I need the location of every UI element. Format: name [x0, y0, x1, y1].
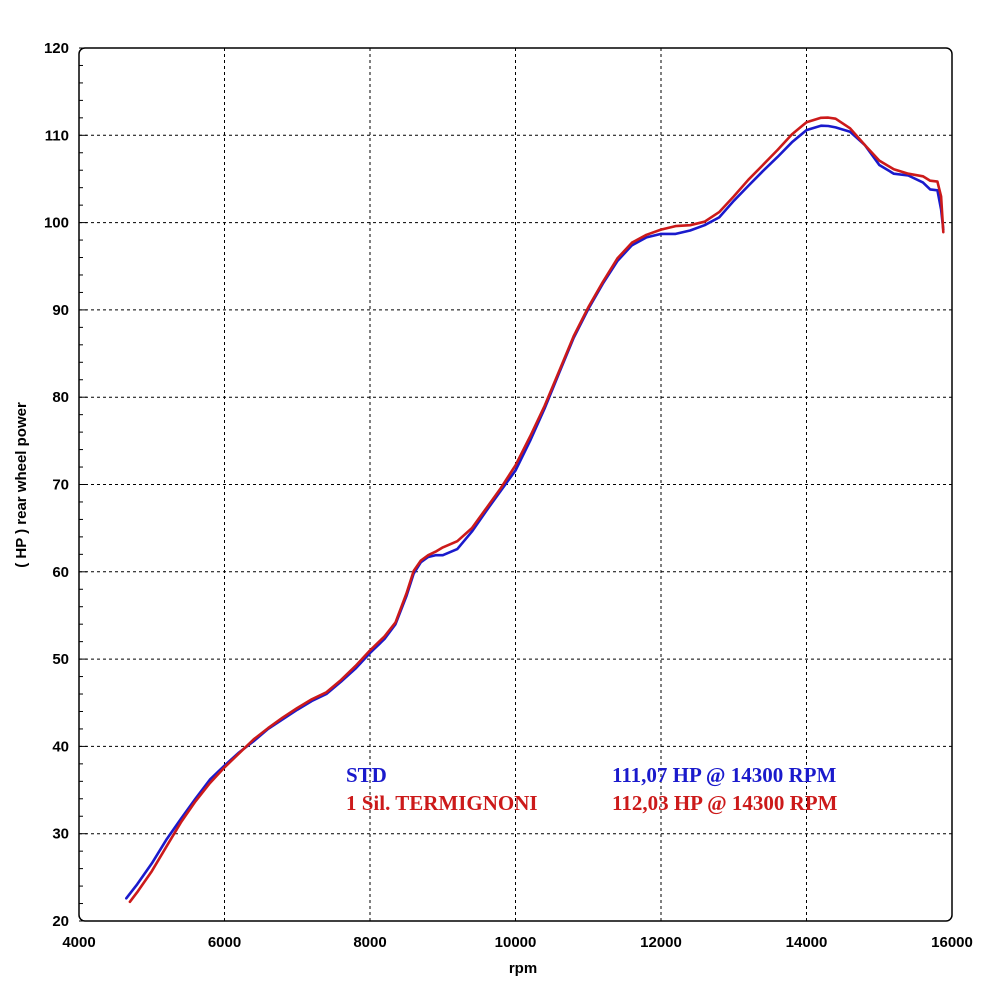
x-tick-label-10000: 10000 — [495, 934, 537, 951]
plot-frame — [78, 47, 953, 922]
legend-series-name-termignoni: 1 Sil. TERMIGNONI — [346, 791, 538, 815]
x-tick-label-4000: 4000 — [62, 934, 95, 951]
legend-series-summary-std: 111,07 HP @ 14300 RPM — [612, 763, 836, 787]
y-tick-label-70: 70 — [52, 477, 69, 494]
y-tick-label-40: 40 — [52, 738, 69, 755]
y-tick-label-80: 80 — [52, 389, 69, 406]
x-tick-label-6000: 6000 — [208, 934, 241, 951]
series-lines — [125, 116, 945, 904]
series-line-termignoni — [128, 116, 945, 904]
legend: STD 111,07 HP @ 14300 RPM 1 Sil. TERMIGN… — [346, 763, 838, 815]
y-tick-labels: 20 30 40 50 60 70 80 90 100 110 120 — [44, 40, 69, 930]
x-tick-label-16000: 16000 — [931, 934, 973, 951]
y-tick-label-90: 90 — [52, 302, 69, 319]
y-axis-title: ( HP ) rear wheel power — [13, 402, 30, 568]
y-tick-label-110: 110 — [45, 127, 69, 144]
x-tick-label-12000: 12000 — [640, 934, 682, 951]
grid — [79, 48, 952, 921]
y-tick-label-30: 30 — [52, 826, 69, 843]
legend-series-summary-termignoni: 112,03 HP @ 14300 RPM — [612, 791, 838, 815]
y-tick-label-120: 120 — [44, 40, 69, 57]
x-tick-label-14000: 14000 — [786, 934, 828, 951]
x-axis-title: rpm — [509, 960, 537, 977]
x-tick-label-8000: 8000 — [353, 934, 386, 951]
y-tick-label-20: 20 — [52, 913, 69, 930]
y-tick-label-60: 60 — [52, 564, 69, 581]
y-tick-label-50: 50 — [52, 651, 69, 668]
legend-series-name-std: STD — [346, 763, 387, 787]
y-tick-label-100: 100 — [44, 215, 69, 232]
x-tick-labels: 4000 6000 8000 10000 12000 14000 16000 — [62, 934, 973, 951]
